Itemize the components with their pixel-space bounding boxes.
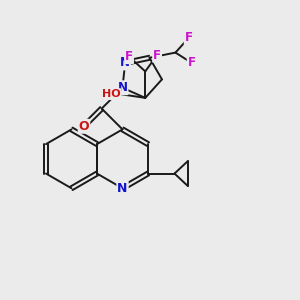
Text: N: N [118, 81, 128, 94]
Text: F: F [188, 56, 196, 69]
Text: HO: HO [102, 89, 120, 99]
Text: F: F [185, 32, 193, 44]
Text: N: N [120, 56, 130, 70]
Text: F: F [153, 49, 161, 62]
Text: F: F [125, 50, 133, 63]
Text: O: O [79, 120, 89, 133]
Text: N: N [117, 182, 128, 195]
